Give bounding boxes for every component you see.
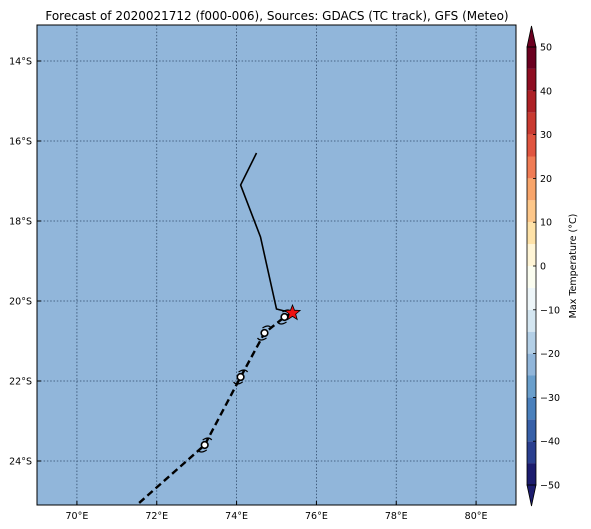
colorbar-tick-label: 10 [540, 218, 552, 229]
cyclone-arm [197, 449, 208, 453]
current-position-star-icon [283, 303, 302, 321]
lon-tick-label: 74°E [225, 511, 248, 522]
cyclone-icon [197, 437, 213, 453]
lon-tick-label: 78°E [385, 511, 408, 522]
colorbar-tick-label: 0 [540, 262, 546, 273]
cyclone-center [236, 372, 245, 382]
cyclone-arm [233, 381, 243, 385]
cyclone-center [260, 328, 269, 338]
colorbar-band [527, 266, 536, 288]
lat-tick-label: 16°S [9, 137, 32, 148]
cyclone-center [200, 440, 209, 450]
colorbar-tick-label: −30 [540, 393, 560, 404]
map-frame [36, 24, 517, 506]
lon-tick-label: 72°E [145, 511, 168, 522]
colorbar-band [527, 134, 536, 157]
colorbar-band [527, 309, 536, 332]
map-gridlines [37, 25, 516, 505]
colorbar-band [527, 441, 536, 464]
colorbar-band [527, 156, 536, 179]
colorbar-band [527, 397, 536, 420]
colorbar-tick-label: 40 [540, 86, 552, 97]
cyclone-icon [256, 325, 273, 341]
colorbar-band [527, 353, 536, 376]
cyclone-arm [276, 321, 287, 325]
lat-tick-label: 24°S [9, 457, 32, 468]
colorbar-extend-max [526, 25, 537, 48]
cyclone-tracks [136, 152, 294, 505]
chart-title: Forecast of 2020021712 (f000-006), Sourc… [45, 9, 508, 23]
cyclone-arm [256, 337, 267, 341]
colorbar-tick-label: 20 [540, 174, 552, 185]
colorbar-tick-label: −20 [540, 349, 560, 360]
colorbar [526, 25, 537, 507]
colorbar-band [527, 47, 536, 69]
cyclone-center [280, 312, 289, 322]
lat-tick-label: 22°S [9, 377, 32, 388]
map-background [37, 25, 516, 505]
lon-tick-label: 70°E [65, 511, 88, 522]
forecast-track-line [136, 311, 294, 505]
colorbar-band [527, 331, 536, 354]
cyclone-arm [238, 369, 249, 373]
colorbar-band [527, 463, 536, 485]
colorbar-tick-label: −50 [540, 481, 560, 492]
colorbar-band [527, 375, 536, 398]
colorbar-band [527, 178, 536, 201]
colorbar-band [527, 222, 536, 245]
cyclone-arm [262, 325, 273, 329]
colorbar-band [527, 112, 536, 135]
lat-tick-label: 20°S [9, 297, 32, 308]
colorbar-tick-label: −10 [540, 305, 560, 316]
latitude-axis: 14°S 16°S 18°S 20°S 22°S 24°S [9, 57, 41, 468]
colorbar-band [527, 419, 536, 442]
longitude-axis: 70°E 72°E 74°E 76°E 78°E 80°E [65, 501, 488, 522]
colorbar-band [527, 244, 536, 266]
lon-tick-label: 80°E [465, 511, 488, 522]
colorbar-band [527, 200, 536, 223]
cyclone-arm [202, 437, 213, 441]
colorbar-band [527, 287, 536, 310]
colorbar-band [527, 68, 536, 91]
cyclone-markers [197, 303, 302, 453]
colorbar-extend-min [526, 484, 537, 507]
lat-tick-label: 14°S [9, 57, 32, 68]
lon-tick-label: 76°E [305, 511, 328, 522]
lat-tick-label: 18°S [9, 217, 32, 228]
colorbar-label: Max Temperature (°C) [568, 214, 579, 319]
colorbar-tick-label: 30 [540, 130, 552, 141]
observed-track-line [239, 152, 293, 314]
colorbar-tick-label: 50 [540, 43, 552, 54]
cyclone-icon [233, 369, 249, 385]
colorbar-band [527, 90, 536, 113]
colorbar-axis: 50 40 30 20 10 0 −10 −20 −30 −40 −50 [533, 43, 560, 492]
colorbar-tick-label: −40 [540, 437, 560, 448]
